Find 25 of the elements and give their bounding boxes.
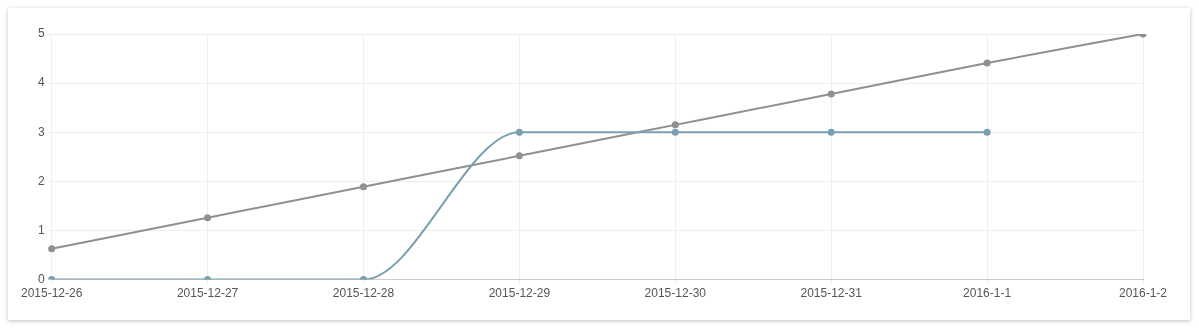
y-tick-label: 5	[37, 26, 45, 41]
point	[827, 128, 835, 136]
y-tick-label: 4	[37, 75, 45, 90]
x-tick-label: 2015-12-27	[176, 286, 239, 301]
x-tick-label: 2015-12-29	[488, 286, 551, 301]
y-tick-label: 1	[37, 222, 45, 237]
x-tick-label: 2016-1-1	[963, 286, 1012, 301]
x-tick-label: 2016-1-2	[1118, 286, 1168, 301]
x-tick-label: 2015-12-30	[644, 286, 707, 301]
y-tick-label: 2	[37, 173, 45, 188]
x-tick-label: 2015-12-31	[800, 286, 863, 301]
point	[983, 128, 991, 136]
point	[359, 183, 367, 191]
y-tick-label: 3	[37, 124, 45, 139]
y-tick-label: 0	[37, 271, 45, 286]
point	[827, 90, 835, 98]
point	[515, 128, 523, 136]
point	[204, 214, 212, 222]
point	[48, 245, 56, 253]
point	[983, 59, 991, 67]
point	[671, 121, 679, 129]
point	[671, 128, 679, 136]
point	[515, 152, 523, 160]
x-tick-label: 2015-12-28	[332, 286, 395, 301]
x-tick-label: 2015-12-26	[20, 286, 83, 301]
